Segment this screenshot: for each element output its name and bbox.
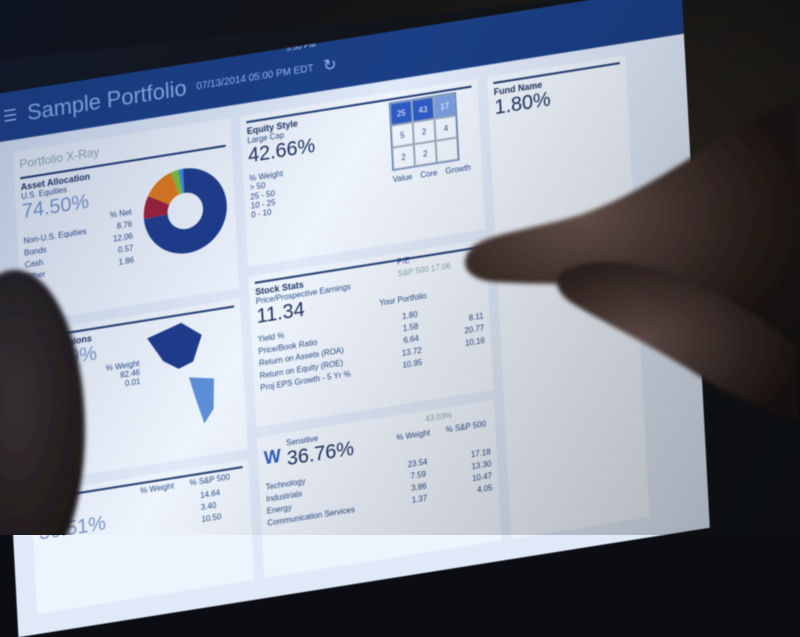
style-cell — [435, 137, 459, 163]
donut-slice — [178, 168, 185, 194]
style-box: 25 43 17 5 2 4 2 2 — [388, 92, 460, 171]
allocation-label: Other — [25, 269, 46, 282]
allocation-value: 1.86 — [118, 255, 135, 267]
cyclical-val: 10.50 — [201, 511, 222, 525]
donut-slice — [148, 172, 180, 205]
allocation-value: 8.76 — [116, 219, 133, 231]
stat-portfolio: 10.95 — [402, 357, 423, 370]
menu-icon[interactable]: ☰ — [2, 106, 18, 127]
stat-benchmark — [446, 348, 486, 363]
stat-portfolio: 1.80 — [401, 309, 418, 322]
stat-portfolio: 6.64 — [403, 333, 420, 346]
allocation-label: Cash — [24, 257, 44, 270]
allocation-donut — [143, 168, 227, 254]
stat-portfolio: 13.72 — [401, 345, 422, 358]
donut-slice — [143, 196, 170, 220]
allocation-value: 12.06 — [112, 231, 134, 244]
header-date: 07/13/2014 05:00 PM EDT — [196, 62, 314, 93]
donut-slice — [143, 168, 227, 254]
sector-weight: 23.54 — [407, 457, 428, 470]
allocation-value: 0.57 — [117, 243, 134, 255]
sector-weight: 7.59 — [410, 469, 427, 481]
style-cell: 2 — [413, 140, 437, 167]
sector-sp500: 4.05 — [476, 483, 493, 495]
sensitive-icon: W — [263, 445, 282, 469]
world-map — [147, 322, 214, 424]
stat-portfolio: 1.58 — [402, 321, 419, 334]
donut-slice — [170, 169, 183, 195]
allocation-label: Bonds — [23, 245, 47, 258]
tablet-screen: 5:50 PM ☰ Sample Portfolio 07/13/2014 05… — [0, 0, 710, 637]
sector-weight: 1.37 — [411, 493, 428, 506]
sector-weight: 3.86 — [410, 481, 427, 493]
refresh-icon[interactable]: ↻ — [322, 56, 338, 76]
style-cell: 2 — [392, 144, 416, 170]
